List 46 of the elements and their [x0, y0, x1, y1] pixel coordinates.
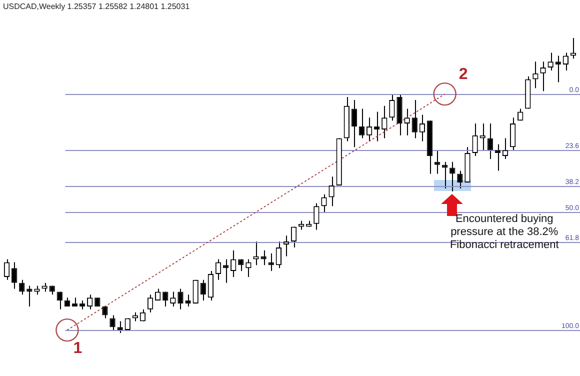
candlestick: [502, 138, 508, 160]
candlestick: [117, 320, 123, 334]
annotation: Encountered buying pressure at the 38.2% Fibonacci retracement: [448, 213, 560, 252]
annotation: 2: [458, 66, 468, 84]
chart-title: USDCAD,Weekly 1.25357 1.25582 1.24801 1.25031: [3, 2, 190, 11]
candlestick: [246, 258, 252, 278]
candlestick: [314, 202, 320, 230]
candlestick: [230, 250, 236, 278]
candlestick: [358, 108, 365, 139]
candlestick: [222, 258, 229, 284]
candlestick: [434, 150, 440, 174]
candlestick: [404, 108, 410, 136]
candlestick: [215, 258, 222, 280]
candlestick: [442, 161, 448, 189]
candlestick: [494, 144, 501, 172]
candlestick: [412, 99, 418, 139]
candlestick: [200, 279, 206, 302]
candlestick: [290, 226, 297, 248]
candlestick: [374, 111, 380, 142]
candlestick: [283, 235, 290, 257]
candlestick: [110, 314, 116, 331]
candlestick: [11, 262, 18, 290]
candlestick: [328, 176, 334, 207]
candlestick: [253, 241, 259, 266]
candlestick: [555, 55, 561, 83]
candlestick: [382, 105, 388, 139]
candlestick: [208, 270, 214, 302]
candlestick: [472, 123, 478, 156]
candlestick: [260, 250, 266, 266]
candlestick: [487, 123, 493, 160]
candlestick: [147, 294, 154, 313]
candlestick: [548, 52, 554, 71]
candlestick: [351, 99, 358, 148]
candlestick: [170, 291, 176, 307]
candlestick: [268, 252, 274, 272]
candlestick: [457, 170, 463, 189]
candlestick: [185, 294, 191, 307]
candlestick: [510, 117, 516, 151]
candlestick: [540, 61, 546, 92]
candlestick: [178, 288, 184, 310]
candlestick: [276, 241, 282, 269]
candlestick: [4, 258, 10, 280]
text: 1: [73, 340, 82, 358]
candlestick: [532, 61, 538, 89]
candlestick: [389, 94, 395, 122]
candlestick: [480, 123, 486, 151]
